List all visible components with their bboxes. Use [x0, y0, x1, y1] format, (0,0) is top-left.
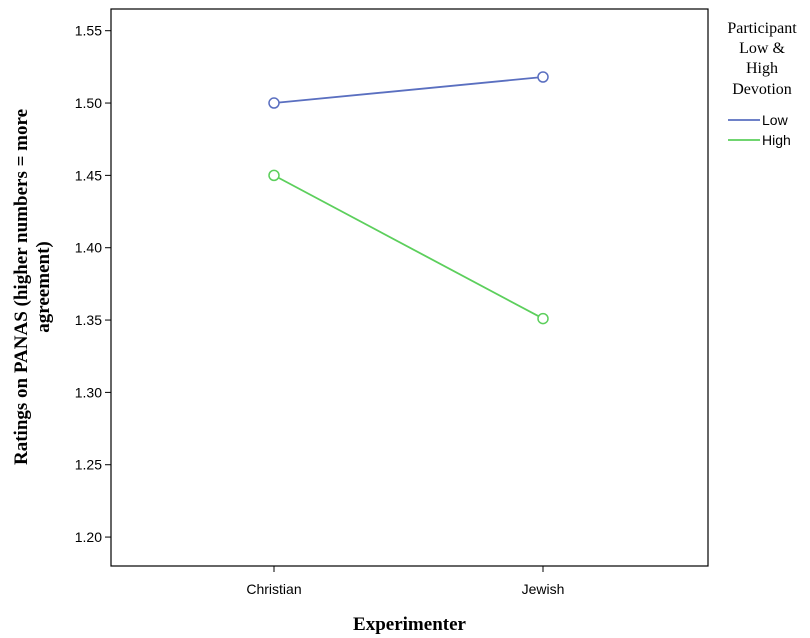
- y-axis-ticks: 1.20 1.25 1.30 1.35 1.40 1.45 1.50 1.55: [75, 23, 111, 545]
- series-group: [268, 71, 549, 325]
- y-tick-label: 1.35: [75, 312, 102, 328]
- y-axis-title: Ratings on PANAS (higher numbers = more …: [11, 109, 54, 465]
- legend-title-line-1: Participant: [727, 20, 797, 37]
- legend: Participant Low & High Devotion Low High: [727, 20, 797, 148]
- data-point-high: [537, 312, 549, 325]
- y-axis-title-line-1: Ratings on PANAS (higher numbers = more: [11, 109, 32, 465]
- x-tick-label: Christian: [246, 581, 301, 597]
- y-tick-label: 1.40: [75, 240, 102, 256]
- data-point-low: [268, 97, 280, 109]
- y-tick-label: 1.30: [75, 384, 102, 400]
- legend-label-low: Low: [762, 112, 789, 128]
- y-tick-label: 1.55: [75, 23, 102, 39]
- legend-title-line-3: High: [746, 60, 778, 77]
- data-point-high: [268, 169, 280, 182]
- y-tick-label: 1.25: [75, 457, 102, 473]
- data-point-low: [537, 71, 549, 83]
- x-axis-title: Experimenter: [353, 614, 466, 635]
- plot-frame: [110, 8, 709, 567]
- legend-label-high: High: [762, 132, 791, 148]
- y-tick-label: 1.20: [75, 529, 102, 545]
- y-axis-title-line-2: agreement): [33, 241, 54, 332]
- x-axis-ticks: Christian Jewish: [246, 566, 564, 597]
- legend-title-line-4: Devotion: [732, 81, 792, 98]
- series-line-high: [273, 174, 544, 320]
- legend-title-line-2: Low &: [739, 40, 785, 57]
- x-tick-label: Jewish: [522, 581, 565, 597]
- series-line-low: [273, 76, 544, 104]
- y-tick-label: 1.45: [75, 167, 102, 183]
- y-tick-label: 1.50: [75, 95, 102, 111]
